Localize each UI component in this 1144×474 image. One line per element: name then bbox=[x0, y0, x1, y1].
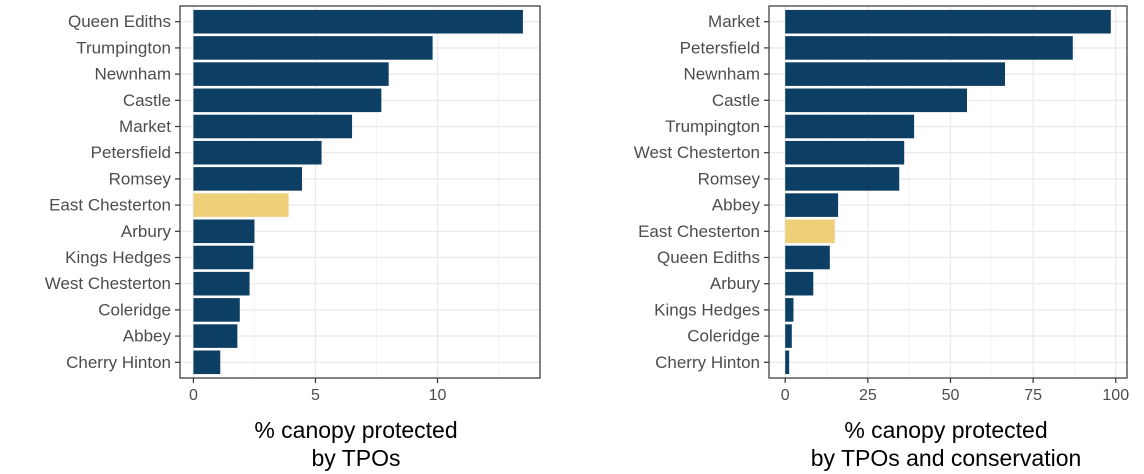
category-label: Market bbox=[119, 117, 171, 136]
category-label: Cherry Hinton bbox=[66, 353, 171, 372]
category-label: Newnham bbox=[94, 65, 171, 84]
x-tick-label: 10 bbox=[429, 387, 447, 404]
bar-newnham bbox=[785, 62, 1006, 86]
category-label: Queen Ediths bbox=[68, 12, 171, 31]
category-label: West Chesterton bbox=[634, 143, 760, 162]
x-tick-label: 0 bbox=[189, 387, 198, 404]
bar-east-chesterton bbox=[785, 219, 835, 244]
category-label: Arbury bbox=[121, 222, 172, 241]
category-label: Castle bbox=[712, 91, 760, 110]
bar-abbey bbox=[193, 324, 238, 348]
panel-border bbox=[179, 5, 541, 379]
bar-trumpington bbox=[785, 114, 915, 139]
bar-kings-hedges bbox=[193, 245, 254, 270]
category-label: Trumpington bbox=[76, 38, 171, 57]
bar-cherry-hinton bbox=[193, 350, 221, 375]
chart-tpo: Queen Ediths Trumpington Newnham Castle Mark… bbox=[45, 5, 541, 471]
bar-arbury bbox=[193, 219, 255, 244]
category-label: Arbury bbox=[710, 274, 761, 293]
bar-romsey bbox=[193, 167, 303, 191]
category-label: Kings Hedges bbox=[65, 248, 171, 267]
category-label: Petersfield bbox=[91, 143, 171, 162]
bar-petersfield bbox=[193, 140, 322, 165]
bar-west-chesterton bbox=[193, 271, 250, 296]
category-label: Coleridge bbox=[98, 300, 171, 319]
category-label: West Chesterton bbox=[45, 274, 171, 293]
category-label: Trumpington bbox=[665, 117, 760, 136]
x-tick-label: 100 bbox=[1102, 387, 1129, 404]
bar-castle bbox=[193, 88, 382, 113]
x-axis-title-line: by TPOs bbox=[311, 445, 400, 471]
category-label: Abbey bbox=[123, 327, 172, 346]
bar-castle bbox=[785, 88, 968, 113]
bar-coleridge bbox=[193, 298, 240, 322]
category-label: Newnham bbox=[683, 65, 760, 84]
bar-queen-ediths bbox=[785, 245, 830, 270]
category-label: Queen Ediths bbox=[657, 248, 760, 267]
category-label: Petersfield bbox=[680, 38, 760, 57]
category-label: Cherry Hinton bbox=[655, 353, 760, 372]
category-label: Romsey bbox=[698, 169, 761, 188]
bar-coleridge bbox=[785, 324, 792, 348]
category-label: Castle bbox=[123, 91, 171, 110]
x-tick-label: 75 bbox=[1024, 387, 1042, 404]
category-label: Abbey bbox=[712, 196, 761, 215]
panel-background bbox=[180, 6, 540, 378]
category-label: East Chesterton bbox=[638, 222, 760, 241]
category-label: Kings Hedges bbox=[654, 300, 760, 319]
bar-abbey bbox=[785, 193, 839, 217]
x-tick-label: 25 bbox=[859, 387, 877, 404]
chart-tpo-conservation: Market Petersfield Newnham Castle Trumpingto… bbox=[634, 5, 1129, 471]
panel-border bbox=[768, 5, 1128, 379]
category-label: Market bbox=[708, 12, 760, 31]
x-tick-label: 50 bbox=[942, 387, 960, 404]
x-axis-title-line: % canopy protected bbox=[844, 417, 1047, 443]
bar-kings-hedges bbox=[785, 298, 794, 322]
category-label: East Chesterton bbox=[49, 196, 171, 215]
bar-trumpington bbox=[193, 36, 433, 60]
bar-cherry-hinton bbox=[785, 350, 790, 375]
bar-petersfield bbox=[785, 36, 1073, 60]
bar-queen-ediths bbox=[193, 9, 523, 34]
bar-market bbox=[785, 9, 1111, 34]
x-axis-title-line: by TPOs and conservation bbox=[811, 445, 1082, 471]
panel-background bbox=[769, 6, 1127, 378]
bar-arbury bbox=[785, 271, 814, 296]
category-label: Coleridge bbox=[687, 327, 760, 346]
bar-romsey bbox=[785, 167, 900, 191]
x-tick-label: 0 bbox=[781, 387, 790, 404]
x-axis-title-line: % canopy protected bbox=[254, 417, 457, 443]
x-tick-label: 5 bbox=[311, 387, 320, 404]
bar-market bbox=[193, 114, 353, 139]
bar-west-chesterton bbox=[785, 140, 905, 165]
bar-newnham bbox=[193, 62, 389, 86]
category-label: Romsey bbox=[109, 169, 172, 188]
bar-east-chesterton bbox=[193, 193, 289, 217]
